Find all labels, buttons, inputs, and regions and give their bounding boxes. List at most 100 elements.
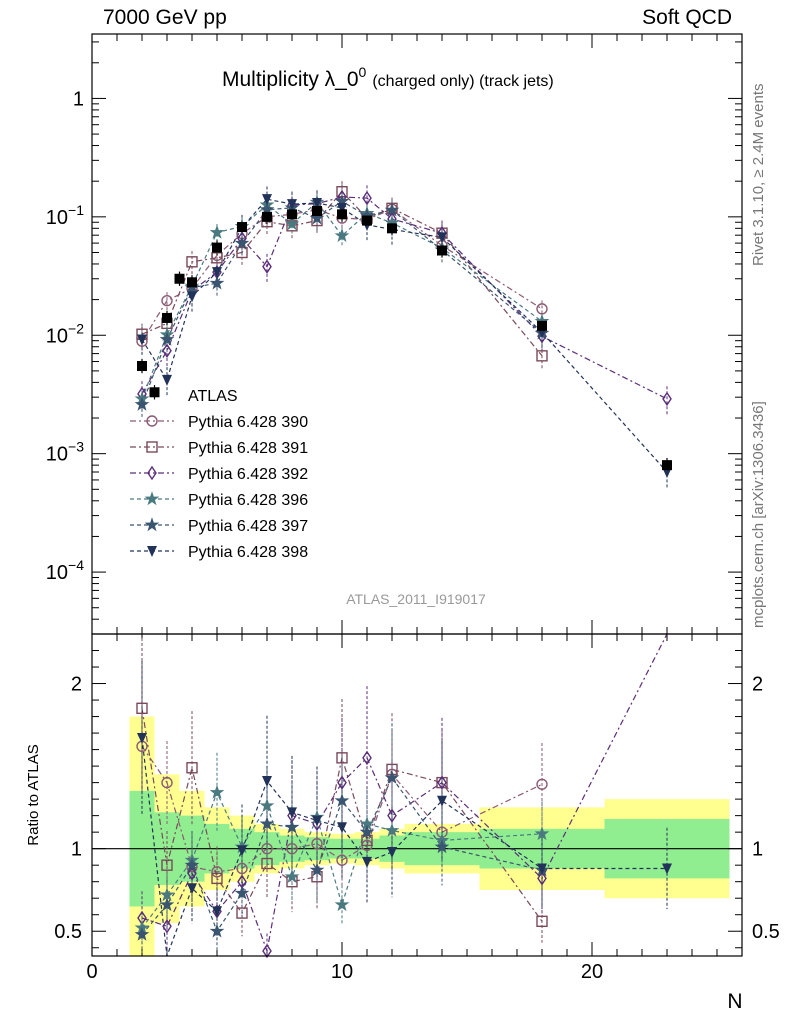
axes-ticks: 0 10 20 10−4 10−3 10−2 10−1 1 0.5 0.5 1 1 2 2 xyxy=(46,34,780,983)
series-ratio-point xyxy=(309,862,325,877)
series-line-ratio xyxy=(141,737,667,957)
series-ratio-point xyxy=(359,824,375,839)
data-point xyxy=(287,209,297,220)
series-ratio-point xyxy=(162,919,172,934)
series-ratio-point xyxy=(136,702,148,715)
series-ratio-point xyxy=(434,839,450,854)
series-ratio-point xyxy=(336,854,348,866)
data-point xyxy=(312,206,322,217)
x-tick-label: 10 xyxy=(331,961,353,983)
series-ratio-point xyxy=(387,808,397,823)
series-ratio-point xyxy=(236,907,248,919)
series-ratio-point xyxy=(211,866,223,878)
series-ratio-point xyxy=(187,866,197,881)
ratio-tick-label: 0.5 xyxy=(752,921,780,943)
series-point xyxy=(137,334,147,346)
series-ratio-point xyxy=(261,857,273,870)
series-point xyxy=(211,252,223,264)
y-tick-label: 10−4 xyxy=(46,557,84,584)
data-point xyxy=(162,312,172,323)
series-ratio-point xyxy=(261,842,273,855)
data-markers xyxy=(134,186,672,959)
series-ratio-point xyxy=(311,838,323,850)
series-ratio-point xyxy=(284,819,300,834)
series-ratio-point xyxy=(209,784,225,799)
y-tick-label: 10−3 xyxy=(46,439,84,466)
ratio-ylabel: Ratio to ATLAS xyxy=(25,744,42,845)
plot-frames xyxy=(91,33,743,957)
series-ratio-point xyxy=(237,845,247,857)
series-ratio-point xyxy=(161,859,173,871)
legend-marker xyxy=(144,517,160,532)
series-line-ratio xyxy=(141,633,668,954)
series-ratio-point xyxy=(387,846,397,858)
series-ratio-point xyxy=(662,863,672,875)
analysis-tag: ATLAS_2011_I919017 xyxy=(346,591,486,607)
series-ratio-point xyxy=(361,834,373,847)
series-point xyxy=(284,216,300,231)
series-ratio-point xyxy=(259,797,275,812)
series-ratio-point xyxy=(236,862,248,875)
data-point xyxy=(662,460,672,471)
header-right: Soft QCD xyxy=(642,6,732,29)
series-point xyxy=(309,210,325,225)
data-point xyxy=(537,320,547,331)
series-ratio-point xyxy=(334,897,350,912)
series-ratio-point xyxy=(259,816,275,831)
chart-title-main: Multiplicity λ_0 xyxy=(222,68,359,91)
data-point xyxy=(187,277,197,288)
series-ratio-point xyxy=(161,776,173,789)
series-ratio-point xyxy=(334,793,350,807)
data-point xyxy=(437,245,447,256)
ratio-bands xyxy=(92,716,742,956)
y-tick-label: 10−2 xyxy=(46,320,84,347)
legend-marker xyxy=(146,441,158,453)
series-ratio-point xyxy=(362,750,372,766)
data-point xyxy=(337,209,347,220)
series-point xyxy=(234,235,250,250)
legend-marker xyxy=(147,546,157,557)
series-point xyxy=(437,232,447,244)
series-point xyxy=(236,246,248,259)
series-ratio-point xyxy=(186,762,198,774)
legend-label: Pythia 6.428 391 xyxy=(188,440,308,457)
series-ratio-point xyxy=(362,856,372,868)
series-line-main xyxy=(141,198,668,473)
series-ratio-point xyxy=(536,778,548,790)
series-point xyxy=(162,374,172,386)
series-point xyxy=(536,350,548,362)
x-axis-label: N xyxy=(727,990,742,1013)
series-ratio-point xyxy=(384,769,400,784)
x-tick-label: 20 xyxy=(581,961,603,983)
x-tick-label: 0 xyxy=(86,961,97,983)
series-point xyxy=(262,194,272,206)
series-ratio-point xyxy=(287,807,297,819)
series-ratio-point xyxy=(209,923,225,938)
chart-title-sup: 0 xyxy=(359,64,367,80)
series-point xyxy=(337,202,347,214)
data-point xyxy=(212,242,222,253)
ratio-tick-label: 2 xyxy=(71,674,82,696)
chart-text: Multiplicity λ_00(charged only) (track j… xyxy=(25,64,743,1013)
series-point xyxy=(662,391,672,407)
series-ratio-point xyxy=(262,943,272,959)
series-ratio-point xyxy=(234,885,250,900)
series-point xyxy=(159,331,175,346)
series-ratio-point xyxy=(184,857,200,872)
series-point xyxy=(187,291,197,303)
ratio-tick-label: 1 xyxy=(71,839,82,861)
ratio-tick-label: 1 xyxy=(752,839,763,861)
series-point xyxy=(162,343,172,359)
series-ratio-point xyxy=(536,915,548,928)
series-ratio-point xyxy=(137,733,147,745)
series-ratio-point xyxy=(437,775,447,790)
data-point xyxy=(362,215,372,226)
data-point xyxy=(174,273,185,284)
series-point xyxy=(262,259,272,274)
series-ratio-point xyxy=(337,775,347,790)
series-ratio-point xyxy=(537,871,547,886)
series-ratio-point xyxy=(187,883,197,895)
series-point xyxy=(312,197,322,209)
series-point xyxy=(209,275,225,290)
